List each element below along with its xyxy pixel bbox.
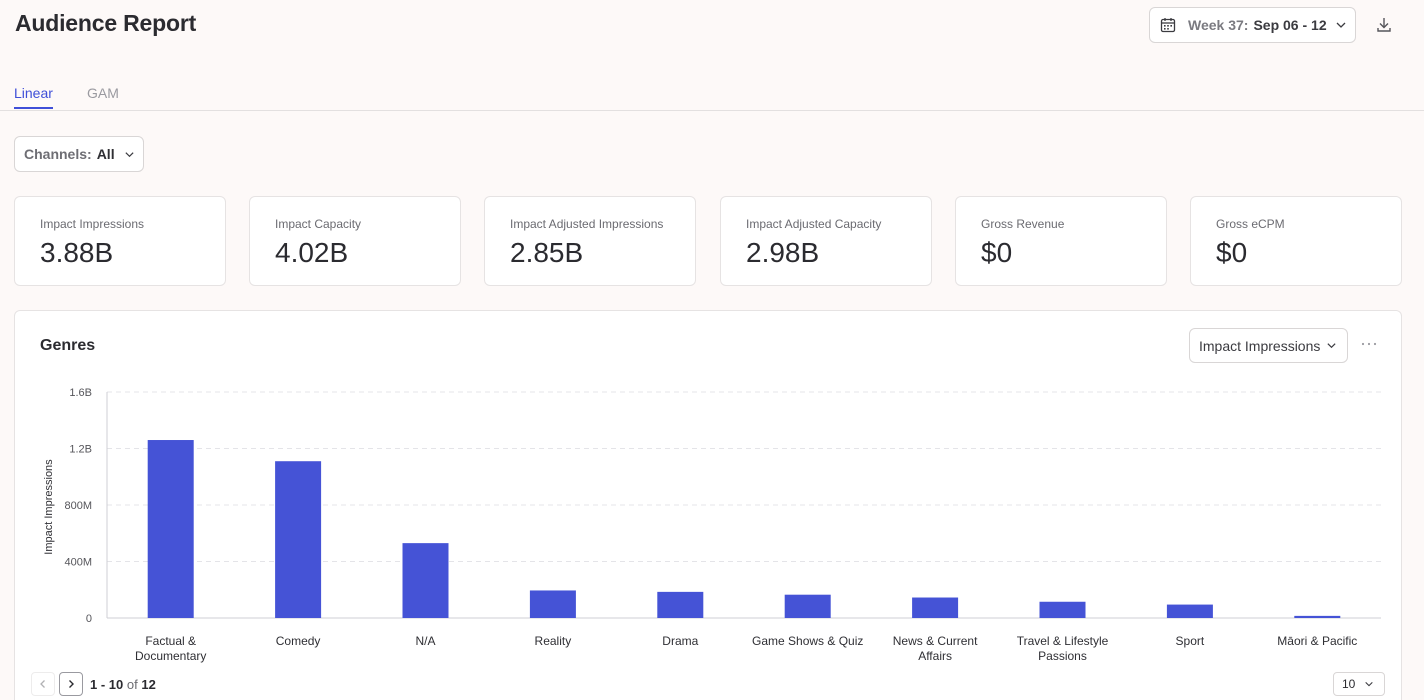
next-page-button[interactable] <box>59 672 83 696</box>
kpi-value: 2.85B <box>510 237 584 268</box>
chevron-down-icon <box>124 151 134 157</box>
y-tick-label: 400M <box>64 557 92 569</box>
kpi-card-impact-capacity: Impact Capacity 4.02B <box>249 196 461 286</box>
kpi-value: $0 <box>1216 237 1248 268</box>
tab-linear[interactable]: Linear <box>14 85 53 109</box>
tab-bar: Linear GAM <box>0 80 1424 111</box>
x-tick-label: Reality <box>535 634 572 648</box>
bar <box>402 543 449 618</box>
y-tick-label: 1.6B <box>69 387 92 399</box>
kpi-label: Impact Capacity <box>275 217 362 231</box>
kpi-card-impact-adjusted-capacity: Impact Adjusted Capacity 2.98B <box>720 196 932 286</box>
x-tick-label: Factual & <box>145 634 196 648</box>
genres-panel: Genres Impact Impressions 0 400M 800M 1.2B 1… <box>14 310 1402 700</box>
kpi-card-gross-ecpm: Gross eCPM $0 <box>1190 196 1402 286</box>
bar <box>147 440 194 618</box>
kpi-value: 4.02B <box>275 237 349 268</box>
pagination-summary: 1 - 10 of 12 <box>90 677 156 692</box>
page-header: Audience Report Week 37: Sep 06 - 12 <box>0 0 1424 60</box>
more-options-icon[interactable] <box>1360 335 1378 353</box>
kpi-label: Impact Impressions <box>40 217 145 231</box>
kpi-label: Gross eCPM <box>1216 217 1285 231</box>
bar <box>529 590 576 618</box>
kpi-label: Gross Revenue <box>981 217 1065 231</box>
x-tick-label: Comedy <box>276 634 321 648</box>
bar <box>1166 604 1213 618</box>
kpi-value: $0 <box>981 237 1013 268</box>
metric-select[interactable]: Impact Impressions <box>1189 328 1348 363</box>
kpi-label: Impact Adjusted Capacity <box>746 217 882 231</box>
kpi-cards: Impact Impressions 3.88B Impact Capacity… <box>14 196 1402 286</box>
x-tick-label: Game Shows & Quiz <box>752 634 863 648</box>
kpi-label: Impact Adjusted Impressions <box>510 217 664 231</box>
bar <box>1294 615 1341 618</box>
bar <box>657 591 704 618</box>
tab-gam[interactable]: GAM <box>87 85 119 101</box>
week-value: Sep 06 - 12 <box>1253 17 1327 33</box>
bar <box>1039 601 1086 618</box>
channels-value: All <box>96 146 115 162</box>
page-range: 1 - 10 <box>90 676 124 692</box>
y-tick-label: 800M <box>64 500 92 512</box>
page-of: of <box>126 676 138 692</box>
y-axis-title: Impact Impressions <box>43 459 55 555</box>
chevron-right-icon <box>69 680 74 688</box>
kpi-value: 3.88B <box>40 237 114 268</box>
x-tick-label: Affairs <box>918 649 952 663</box>
chevron-down-icon <box>1365 681 1374 687</box>
x-tick-label: Sport <box>1176 634 1205 648</box>
x-tick-label: Passions <box>1038 649 1087 663</box>
kpi-value: 2.98B <box>746 237 820 268</box>
bar <box>912 597 959 618</box>
prev-page-button[interactable] <box>31 672 55 696</box>
channels-label: Channels: <box>24 146 92 162</box>
page-size-select[interactable]: 10 <box>1333 672 1385 696</box>
calendar-icon <box>1160 18 1176 33</box>
bar <box>275 461 322 618</box>
week-picker[interactable]: Week 37: Sep 06 - 12 <box>1149 7 1356 43</box>
y-tick-label: 0 <box>86 613 92 625</box>
chevron-down-icon <box>1327 343 1336 349</box>
x-tick-label: Māori & Pacific <box>1277 634 1357 648</box>
week-prefix: Week 37: <box>1188 17 1249 33</box>
x-tick-label: Drama <box>662 634 698 648</box>
page-total: 12 <box>141 676 156 692</box>
kpi-card-impact-impressions: Impact Impressions 3.88B <box>14 196 226 286</box>
page-title: Audience Report <box>15 10 197 36</box>
genres-title: Genres <box>40 337 96 354</box>
chevron-down-icon <box>1336 22 1346 28</box>
metric-select-value: Impact Impressions <box>1199 337 1321 354</box>
pagination: 1 - 10 of 12 <box>31 672 156 696</box>
x-tick-label: News & Current <box>893 634 978 648</box>
x-tick-label: N/A <box>415 634 435 648</box>
bar <box>784 594 831 618</box>
x-tick-label: Documentary <box>135 649 206 663</box>
x-tick-label: Travel & Lifestyle <box>1017 634 1109 648</box>
page-size-value: 10 <box>1342 677 1356 691</box>
y-tick-label: 1.2B <box>69 444 92 456</box>
kpi-card-gross-revenue: Gross Revenue $0 <box>955 196 1167 286</box>
chevron-left-icon <box>40 680 45 688</box>
kpi-card-impact-adjusted-impressions: Impact Adjusted Impressions 2.85B <box>484 196 696 286</box>
genres-bar-chart: 0 400M 800M 1.2B 1.6B Impact Impressions Factu… <box>43 387 1381 663</box>
channels-filter[interactable]: Channels: All <box>14 136 144 172</box>
download-icon[interactable] <box>1375 16 1393 34</box>
